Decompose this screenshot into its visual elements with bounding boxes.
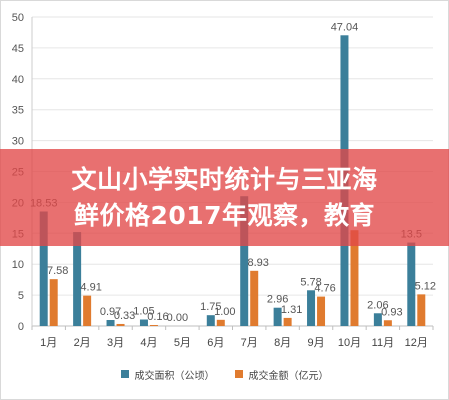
data-label: 0.00: [167, 312, 188, 324]
x-tick-label: 8月: [274, 337, 291, 349]
x-tick-label: 2月: [74, 337, 91, 349]
x-tick-label: 5月: [174, 337, 191, 349]
bar[interactable]: [307, 290, 316, 326]
legend-swatch-area: [120, 370, 129, 378]
bar[interactable]: [283, 317, 292, 326]
bar[interactable]: [106, 320, 115, 326]
data-label: 47.04: [331, 21, 359, 33]
data-label: 0.33: [114, 310, 135, 322]
bar[interactable]: [407, 242, 416, 326]
bar[interactable]: [73, 232, 82, 326]
bar[interactable]: [49, 279, 58, 326]
x-tick-label: 12月: [405, 337, 428, 349]
x-tick-label: 10月: [338, 337, 361, 349]
data-label: 0.93: [381, 306, 402, 318]
banner-line-2: 鲜价格2017年观察，教育: [73, 200, 376, 230]
legend-item-area[interactable]: 成交面积（公顷）: [120, 367, 215, 382]
y-tick-label: 50: [12, 12, 24, 24]
data-label: 1.05: [133, 306, 154, 318]
data-label: 4.91: [80, 282, 101, 294]
legend: 成交面积（公顷） 成交金额（亿元）: [0, 364, 449, 384]
bar[interactable]: [373, 313, 382, 326]
data-label: 2.96: [267, 294, 288, 306]
data-label: 5.12: [415, 280, 436, 292]
data-label: 7.58: [47, 265, 68, 277]
bar[interactable]: [417, 294, 426, 326]
y-tick-label: 45: [12, 43, 24, 55]
y-tick-label: 0: [18, 321, 24, 333]
y-tick-label: 10: [12, 259, 24, 271]
x-tick-label: 11月: [372, 337, 394, 349]
x-tick-label: 7月: [241, 337, 258, 349]
legend-label-area: 成交面积（公顷）: [134, 370, 215, 382]
bar[interactable]: [216, 319, 225, 326]
x-tick-label: 4月: [140, 337, 157, 349]
bar[interactable]: [206, 315, 215, 326]
data-label: 1.00: [214, 306, 235, 318]
x-tick-label: 3月: [107, 337, 124, 349]
x-tick-label: 9月: [307, 337, 324, 349]
legend-item-amount[interactable]: 成交金额（亿元）: [234, 367, 329, 382]
bar[interactable]: [39, 211, 48, 326]
banner-line-1: 文山小学实时统计与三亚海: [71, 164, 378, 194]
bar[interactable]: [83, 295, 92, 326]
data-label: 5.78: [300, 276, 321, 288]
data-label: 8.93: [247, 257, 268, 269]
bar[interactable]: [273, 307, 282, 326]
data-label: 1.75: [200, 301, 221, 313]
y-tick-label: 40: [12, 74, 24, 86]
legend-label-amount: 成交金额（亿元）: [248, 370, 329, 382]
y-tick-label: 30: [12, 136, 24, 148]
x-axis: 1月 2月 3月 4月 5月 6月 7月 8月 9月 10月 11月 12月: [31, 326, 434, 349]
bar[interactable]: [240, 196, 249, 326]
bar[interactable]: [317, 296, 326, 326]
bar[interactable]: [350, 230, 359, 326]
data-label: 1.31: [281, 304, 302, 316]
legend-swatch-amount: [234, 370, 243, 378]
bar[interactable]: [383, 320, 392, 326]
bar[interactable]: [149, 325, 158, 326]
bar[interactable]: [250, 270, 259, 326]
x-tick-label: 1月: [40, 337, 57, 349]
bar[interactable]: [116, 323, 125, 326]
data-label: 4.76: [314, 283, 335, 295]
bar[interactable]: [139, 319, 148, 326]
data-label: 2.06: [367, 299, 388, 311]
data-label: 0.16: [147, 311, 168, 323]
x-tick-label: 6月: [207, 337, 224, 349]
y-tick-label: 5: [18, 290, 24, 302]
data-label: 0.97: [100, 306, 121, 318]
y-tick-label: 35: [12, 105, 24, 117]
title-banner: 文山小学实时统计与三亚海 鲜价格2017年观察，教育: [0, 149, 449, 246]
